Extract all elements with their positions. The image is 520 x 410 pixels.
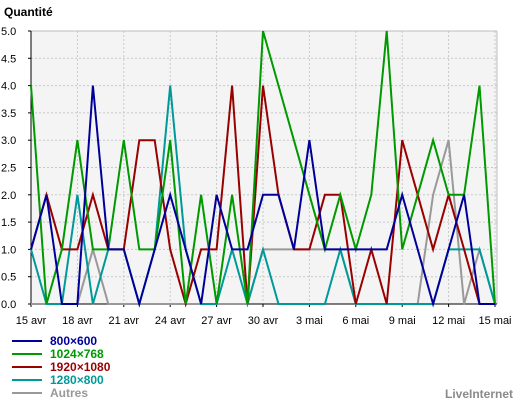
y-tick-label: 3.0 — [1, 135, 16, 147]
y-tick-label: 0.0 — [1, 299, 16, 311]
x-tick-label: 21 avr — [109, 315, 140, 327]
x-tick-label: 18 avr — [62, 315, 93, 327]
y-tick-label: 1.5 — [1, 217, 16, 229]
legend-label: 800×600 — [50, 334, 97, 348]
y-tick-label: 1.0 — [1, 244, 16, 256]
legend-label: 1920×1080 — [50, 360, 111, 374]
x-tick-label: 9 mai — [389, 315, 416, 327]
legend-item: 1920×1080 — [12, 360, 111, 374]
y-tick-label: 3.5 — [1, 108, 16, 120]
brand-label: LiveInternet — [445, 387, 513, 401]
x-tick-label: 30 avr — [248, 315, 279, 327]
x-tick-label: 12 mai — [432, 315, 465, 327]
legend-label: 1280×800 — [50, 373, 104, 387]
x-tick-label: 24 avr — [155, 315, 186, 327]
y-tick-label: 2.5 — [1, 163, 16, 175]
legend-item: 1024×768 — [12, 347, 104, 361]
y-tick-label: 5.0 — [1, 26, 16, 38]
legend-item: 1280×800 — [12, 373, 104, 387]
x-tick-label: 6 mai — [342, 315, 369, 327]
legend-item: Autres — [12, 386, 88, 400]
legend: 800×600 1024×768 1920×1080 1280×800 Autr… — [12, 334, 111, 400]
x-axis-ticks: 15 avr 18 avr 21 avr 24 avr 27 avr 30 avr 3 ma… — [16, 304, 512, 327]
y-tick-label: 4.5 — [1, 53, 16, 65]
series-lines — [30, 30, 496, 308]
x-tick-label: 3 mai — [296, 315, 323, 327]
series-line-0 — [30, 85, 495, 308]
x-tick-label: 27 avr — [201, 315, 232, 327]
y-tick-label: 2.0 — [1, 190, 16, 202]
legend-label: 1024×768 — [50, 347, 104, 361]
y-axis-title: Quantité — [4, 5, 53, 19]
legend-label: Autres — [50, 386, 88, 400]
y-axis-ticks: 0.0 0.5 1.0 1.5 2.0 2.5 3.0 3.5 4.0 4.5 5.0 — [1, 26, 31, 311]
legend-item: 800×600 — [12, 334, 97, 348]
x-tick-label: 15 avr — [16, 315, 47, 327]
y-tick-label: 0.5 — [1, 272, 16, 284]
y-tick-label: 4.0 — [1, 81, 16, 93]
x-tick-label: 15 mai — [478, 315, 511, 327]
